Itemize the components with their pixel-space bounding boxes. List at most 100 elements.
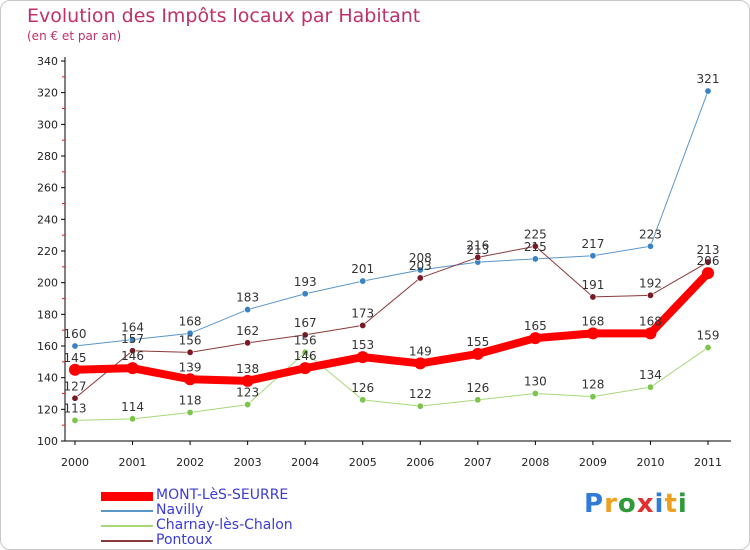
data-point — [126, 362, 139, 375]
series-line — [74, 90, 709, 347]
data-point — [71, 342, 79, 350]
logo-letter: i — [654, 489, 665, 519]
data-label: 217 — [581, 237, 604, 251]
x-tick-label: 2003 — [234, 456, 262, 469]
data-label: 168 — [581, 314, 604, 328]
logo-letter: P — [584, 489, 605, 519]
y-tick-label: 100 — [37, 435, 58, 448]
data-label: 126 — [351, 381, 374, 395]
y-tick-label: 340 — [37, 55, 58, 68]
data-point — [416, 266, 424, 274]
legend-swatch — [101, 491, 153, 501]
data-point — [129, 415, 137, 423]
data-label: 183 — [236, 291, 259, 305]
data-point — [531, 255, 539, 263]
data-label: 113 — [64, 401, 87, 415]
data-point — [586, 327, 599, 340]
data-label: 146 — [121, 349, 144, 363]
data-label: 165 — [524, 319, 547, 333]
data-label: 213 — [466, 243, 489, 257]
chart-axes: 100 120 140 160 180 200 220 240 260 280 300 320 340 2… — [37, 55, 731, 469]
data-label: 162 — [236, 324, 259, 338]
data-label: 215 — [524, 240, 547, 254]
data-point — [589, 252, 597, 260]
data-label: 159 — [697, 329, 720, 343]
legend-label: Pontoux — [156, 532, 213, 548]
legend-swatch — [101, 510, 153, 512]
series-line — [74, 347, 709, 421]
y-tick-label: 120 — [37, 403, 58, 416]
data-point — [531, 389, 539, 397]
data-point — [129, 336, 137, 344]
data-label: 168 — [639, 314, 662, 328]
data-label: 223 — [639, 227, 662, 241]
x-tick-label: 2011 — [694, 456, 722, 469]
data-point — [416, 402, 424, 410]
x-tick-label: 2006 — [406, 456, 434, 469]
data-point — [646, 291, 654, 299]
data-label: 321 — [697, 72, 720, 86]
y-tick-label: 180 — [37, 308, 58, 321]
data-point — [186, 329, 194, 337]
data-point — [644, 327, 657, 340]
chart-data-labels: 160 164 168 183 193 201 208 213 215 217 223 321 113 1… — [64, 72, 720, 415]
data-label: 192 — [639, 276, 662, 290]
data-label: 130 — [524, 375, 547, 389]
legend-label: MONT-LèS-SEURRE — [156, 487, 289, 503]
data-label: 167 — [294, 316, 317, 330]
data-point — [704, 87, 712, 95]
logo-letter: i — [677, 489, 688, 519]
logo-letter: r — [604, 489, 618, 519]
data-label: 138 — [236, 362, 259, 376]
y-tick-label: 240 — [37, 213, 58, 226]
data-point — [704, 344, 712, 352]
data-label: 191 — [581, 278, 604, 292]
y-tick-label: 140 — [37, 372, 58, 385]
data-point — [241, 374, 254, 387]
y-tick-label: 320 — [37, 87, 58, 100]
data-label: 208 — [409, 251, 432, 265]
data-point — [359, 321, 367, 329]
data-point — [299, 362, 312, 375]
data-label: 173 — [351, 306, 374, 320]
data-label: 164 — [121, 321, 144, 335]
data-label: 156 — [179, 333, 202, 347]
data-point — [474, 253, 482, 261]
x-tick-label: 2008 — [521, 456, 549, 469]
data-label: 160 — [64, 327, 87, 341]
y-tick-label: 260 — [37, 182, 58, 195]
chart-subtitle: (en € et par an) — [27, 29, 122, 43]
data-label: 156 — [294, 333, 317, 347]
data-label: 145 — [64, 351, 87, 365]
data-point — [301, 290, 309, 298]
y-tick-label: 200 — [37, 277, 58, 290]
data-point — [529, 332, 542, 345]
data-label: 114 — [121, 400, 144, 414]
data-point — [474, 396, 482, 404]
y-tick-label: 220 — [37, 245, 58, 258]
y-tick-label: 300 — [37, 118, 58, 131]
data-point — [702, 267, 714, 280]
data-point — [186, 348, 194, 356]
data-label: 203 — [409, 259, 432, 273]
legend-swatch — [101, 525, 153, 527]
data-point — [646, 242, 654, 250]
data-point — [359, 396, 367, 404]
logo-letter: o — [617, 489, 637, 519]
data-label: 225 — [524, 227, 547, 241]
legend-label: Charnay-lès-Chalon — [156, 517, 293, 533]
data-point — [71, 394, 79, 402]
x-tick-label: 2009 — [579, 456, 607, 469]
data-point — [244, 339, 252, 347]
data-label: 128 — [581, 378, 604, 392]
data-point — [129, 347, 137, 355]
x-tick-label: 2000 — [61, 456, 89, 469]
chart-title: Evolution des Impôts locaux par Habitant — [27, 5, 421, 27]
data-label: 206 — [697, 254, 720, 268]
proxiti-logo: Proxiti — [584, 489, 688, 519]
data-point — [301, 348, 309, 356]
data-label: 146 — [294, 349, 317, 363]
data-label: 134 — [639, 368, 662, 382]
x-tick-label: 2001 — [119, 456, 147, 469]
data-point — [301, 331, 309, 339]
